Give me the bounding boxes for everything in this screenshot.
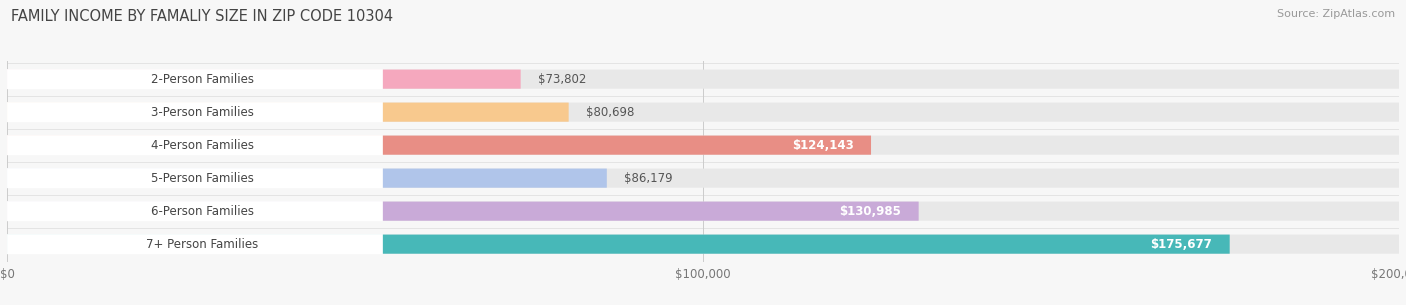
FancyBboxPatch shape: [7, 169, 1399, 188]
FancyBboxPatch shape: [7, 69, 382, 89]
FancyBboxPatch shape: [7, 234, 382, 254]
FancyBboxPatch shape: [7, 136, 1399, 155]
FancyBboxPatch shape: [7, 168, 382, 188]
Text: $130,985: $130,985: [839, 205, 901, 218]
FancyBboxPatch shape: [7, 102, 568, 122]
Text: $86,179: $86,179: [624, 172, 673, 185]
Text: 3-Person Families: 3-Person Families: [150, 106, 254, 119]
FancyBboxPatch shape: [7, 70, 1399, 89]
Text: $80,698: $80,698: [586, 106, 634, 119]
FancyBboxPatch shape: [7, 102, 1399, 122]
FancyBboxPatch shape: [7, 136, 872, 155]
FancyBboxPatch shape: [7, 201, 382, 221]
FancyBboxPatch shape: [7, 102, 382, 122]
FancyBboxPatch shape: [7, 70, 520, 89]
FancyBboxPatch shape: [7, 202, 1399, 221]
Text: 7+ Person Families: 7+ Person Families: [146, 238, 259, 251]
Text: Source: ZipAtlas.com: Source: ZipAtlas.com: [1277, 9, 1395, 19]
FancyBboxPatch shape: [7, 235, 1230, 254]
FancyBboxPatch shape: [7, 202, 918, 221]
Text: $124,143: $124,143: [792, 139, 853, 152]
FancyBboxPatch shape: [7, 135, 382, 155]
Text: 6-Person Families: 6-Person Families: [150, 205, 254, 218]
Text: 5-Person Families: 5-Person Families: [150, 172, 254, 185]
FancyBboxPatch shape: [7, 235, 1399, 254]
Text: 4-Person Families: 4-Person Families: [150, 139, 254, 152]
Text: $175,677: $175,677: [1150, 238, 1212, 251]
Text: FAMILY INCOME BY FAMALIY SIZE IN ZIP CODE 10304: FAMILY INCOME BY FAMALIY SIZE IN ZIP COD…: [11, 9, 394, 24]
Text: $73,802: $73,802: [538, 73, 586, 86]
FancyBboxPatch shape: [7, 169, 607, 188]
Text: 2-Person Families: 2-Person Families: [150, 73, 254, 86]
